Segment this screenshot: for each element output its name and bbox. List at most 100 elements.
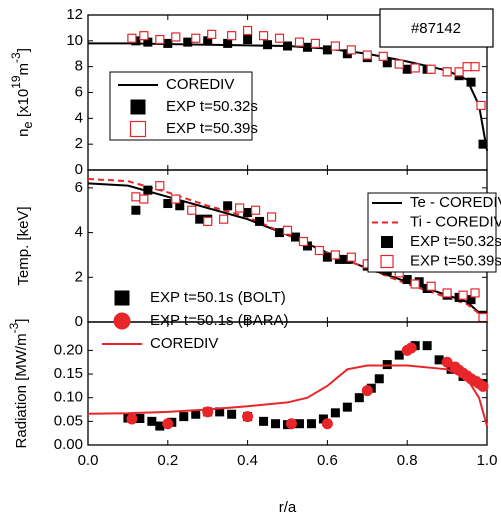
y-tick-label: 8 [75,58,83,75]
marker [179,412,189,422]
legend-marker [130,99,146,115]
marker [227,409,237,419]
legend-label: EXP t=50.1s (BOLT) [150,289,286,306]
marker [263,40,273,50]
marker [321,418,333,430]
y-tick-label: 2 [75,135,83,152]
marker [126,413,138,425]
marker [405,342,417,354]
marker [318,414,328,424]
x-tick-label: 0.8 [397,452,418,469]
x-tick-label: 1.0 [477,452,498,469]
legend-marker [380,254,394,269]
marker [362,50,372,60]
marker [458,290,468,300]
y-tick-label: 10 [66,32,83,49]
marker [394,59,404,69]
marker [290,232,300,242]
y-axis-label-part: ] [13,319,30,323]
legend-marker [129,120,147,138]
y-tick-label: 0.10 [54,389,83,406]
marker [361,385,373,397]
marker [143,185,153,195]
y-axis-label-part: -3 [7,322,21,333]
marker [422,341,432,351]
marker [283,41,292,51]
y-axis-label-part: -3 [9,52,23,63]
y-axis-label-part: 19 [9,75,23,89]
marker [470,288,480,298]
marker [322,45,332,55]
marker [402,64,412,74]
marker [171,194,181,204]
marker [410,279,420,289]
y-tick-label: 4 [75,109,83,126]
marker [271,419,281,429]
marker [478,139,488,149]
marker [187,205,197,215]
marker [147,416,157,426]
x-tick-label: 0.2 [157,452,178,469]
plot-data [87,341,489,431]
marker [243,207,253,217]
marker [426,64,436,74]
line [87,364,488,427]
marker [298,236,309,247]
marker [191,33,201,43]
x-tick-label: 0.4 [237,452,258,469]
marker [294,37,305,47]
marker [294,419,304,429]
marker [382,58,392,68]
y-axis-label-part: e [20,121,35,128]
marker [306,419,316,429]
legend-marker [113,312,131,330]
legend-label: EXP t=50.1s (BARA) [150,312,289,329]
y-axis-label-part: Temp. [keV] [15,206,32,285]
marker [195,214,205,224]
legend-label: COREDIV [166,76,234,93]
marker [183,37,193,47]
marker [203,36,213,46]
marker [477,380,489,392]
y-axis-label-part: ] [15,48,32,52]
y-axis-label-part: Radiation [MW/m [13,333,30,448]
marker [235,203,245,213]
marker [162,418,174,430]
y-tick-label: 0.15 [54,365,83,382]
marker [135,414,145,424]
marker [466,295,476,305]
plot-data [88,25,488,151]
marker [426,281,436,291]
marker [442,288,452,298]
marker [215,407,225,417]
marker [466,77,476,87]
y-axis-label-part: m [15,63,32,76]
x-tick-label: 0.0 [78,452,99,469]
marker [330,408,340,418]
legend-label: COREDIV [150,335,218,352]
marker [302,42,312,52]
y-axis-label: Radiation [MW/m-3] [7,319,30,449]
marker [250,205,261,215]
marker [163,38,173,48]
marker [139,31,149,41]
x-tick-label: 0.6 [317,452,338,469]
y-tick-label: 0 [75,161,83,178]
marker [131,205,141,215]
y-tick-label: 0.05 [54,412,83,429]
marker [223,201,233,211]
marker [175,201,185,211]
marker [259,416,269,426]
marker [402,275,412,285]
legend-marker [381,236,393,248]
marker [434,355,444,365]
y-tick-label: 2 [75,268,83,285]
marker [223,38,233,48]
marker [346,45,356,55]
marker [155,181,165,191]
marker [282,225,293,235]
marker [227,31,237,41]
marker [131,192,141,202]
marker [274,33,285,43]
marker [275,228,285,238]
